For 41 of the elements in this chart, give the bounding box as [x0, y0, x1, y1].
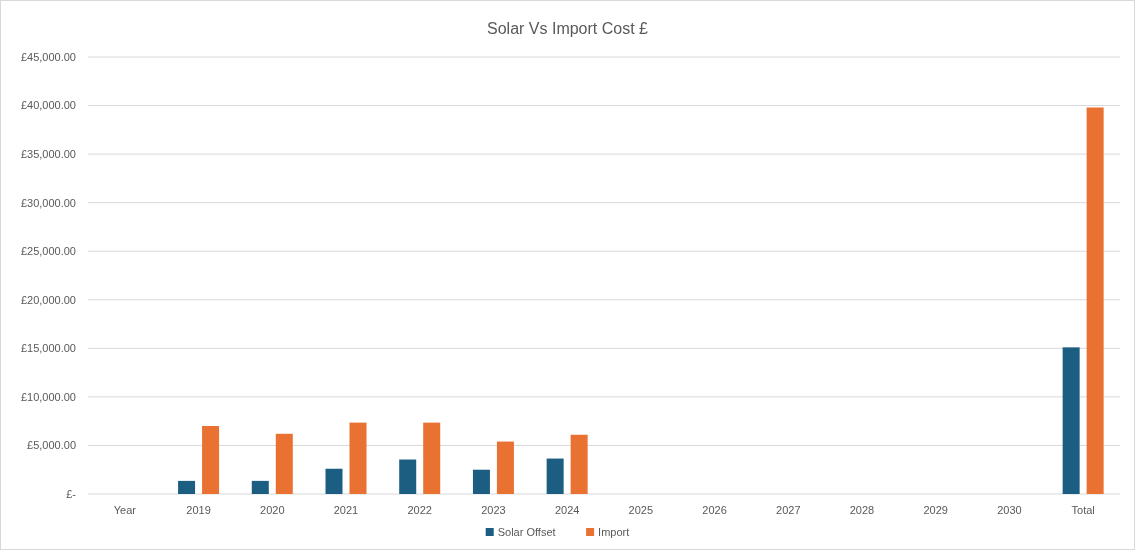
- bar: [546, 458, 564, 494]
- y-tick-label: £25,000.00: [20, 245, 76, 258]
- x-tick-label: 2026: [702, 504, 727, 516]
- bar: [275, 433, 293, 494]
- bar: [423, 422, 441, 494]
- bar: [202, 426, 220, 494]
- bar: [178, 480, 196, 494]
- y-tick-label: £45,000.00: [20, 50, 76, 63]
- legend-label: Import: [598, 526, 630, 538]
- y-tick-label: £30,000.00: [20, 196, 76, 209]
- x-tick-label: Total: [1071, 504, 1095, 516]
- y-tick-label: £5,000.00: [27, 439, 76, 452]
- y-tick-label: £10,000.00: [20, 390, 76, 403]
- x-tick-label: 2022: [407, 504, 432, 516]
- bar: [472, 469, 490, 494]
- bar: [1086, 107, 1104, 494]
- y-tick-label: £35,000.00: [20, 147, 76, 160]
- x-tick-label: 2029: [923, 504, 948, 516]
- chart-title: Solar Vs Import Cost £: [487, 20, 649, 37]
- bar: [496, 441, 514, 494]
- bar: [399, 459, 417, 494]
- y-tick-label: £-: [66, 487, 77, 500]
- x-tick-label: 2028: [849, 504, 875, 516]
- bar: [1062, 347, 1080, 494]
- legend-label: Solar Offset: [497, 526, 556, 538]
- bar: [325, 468, 343, 494]
- y-tick-label: £40,000.00: [20, 99, 76, 112]
- y-tick-label: £15,000.00: [20, 342, 76, 355]
- x-tick-label: 2030: [997, 504, 1022, 516]
- x-tick-label: 2025: [628, 504, 654, 516]
- bar: [570, 434, 588, 494]
- x-tick-label: 2021: [333, 504, 359, 516]
- x-tick-label: 2023: [481, 504, 506, 516]
- y-tick-label: £20,000.00: [20, 293, 76, 306]
- x-tick-label: 2027: [776, 504, 801, 516]
- x-tick-label: 2020: [260, 504, 285, 516]
- x-tick-label: 2024: [554, 504, 580, 516]
- x-tick-label: Year: [113, 504, 137, 516]
- bar: [349, 422, 367, 494]
- bar: [251, 480, 269, 494]
- x-tick-label: 2019: [186, 504, 211, 516]
